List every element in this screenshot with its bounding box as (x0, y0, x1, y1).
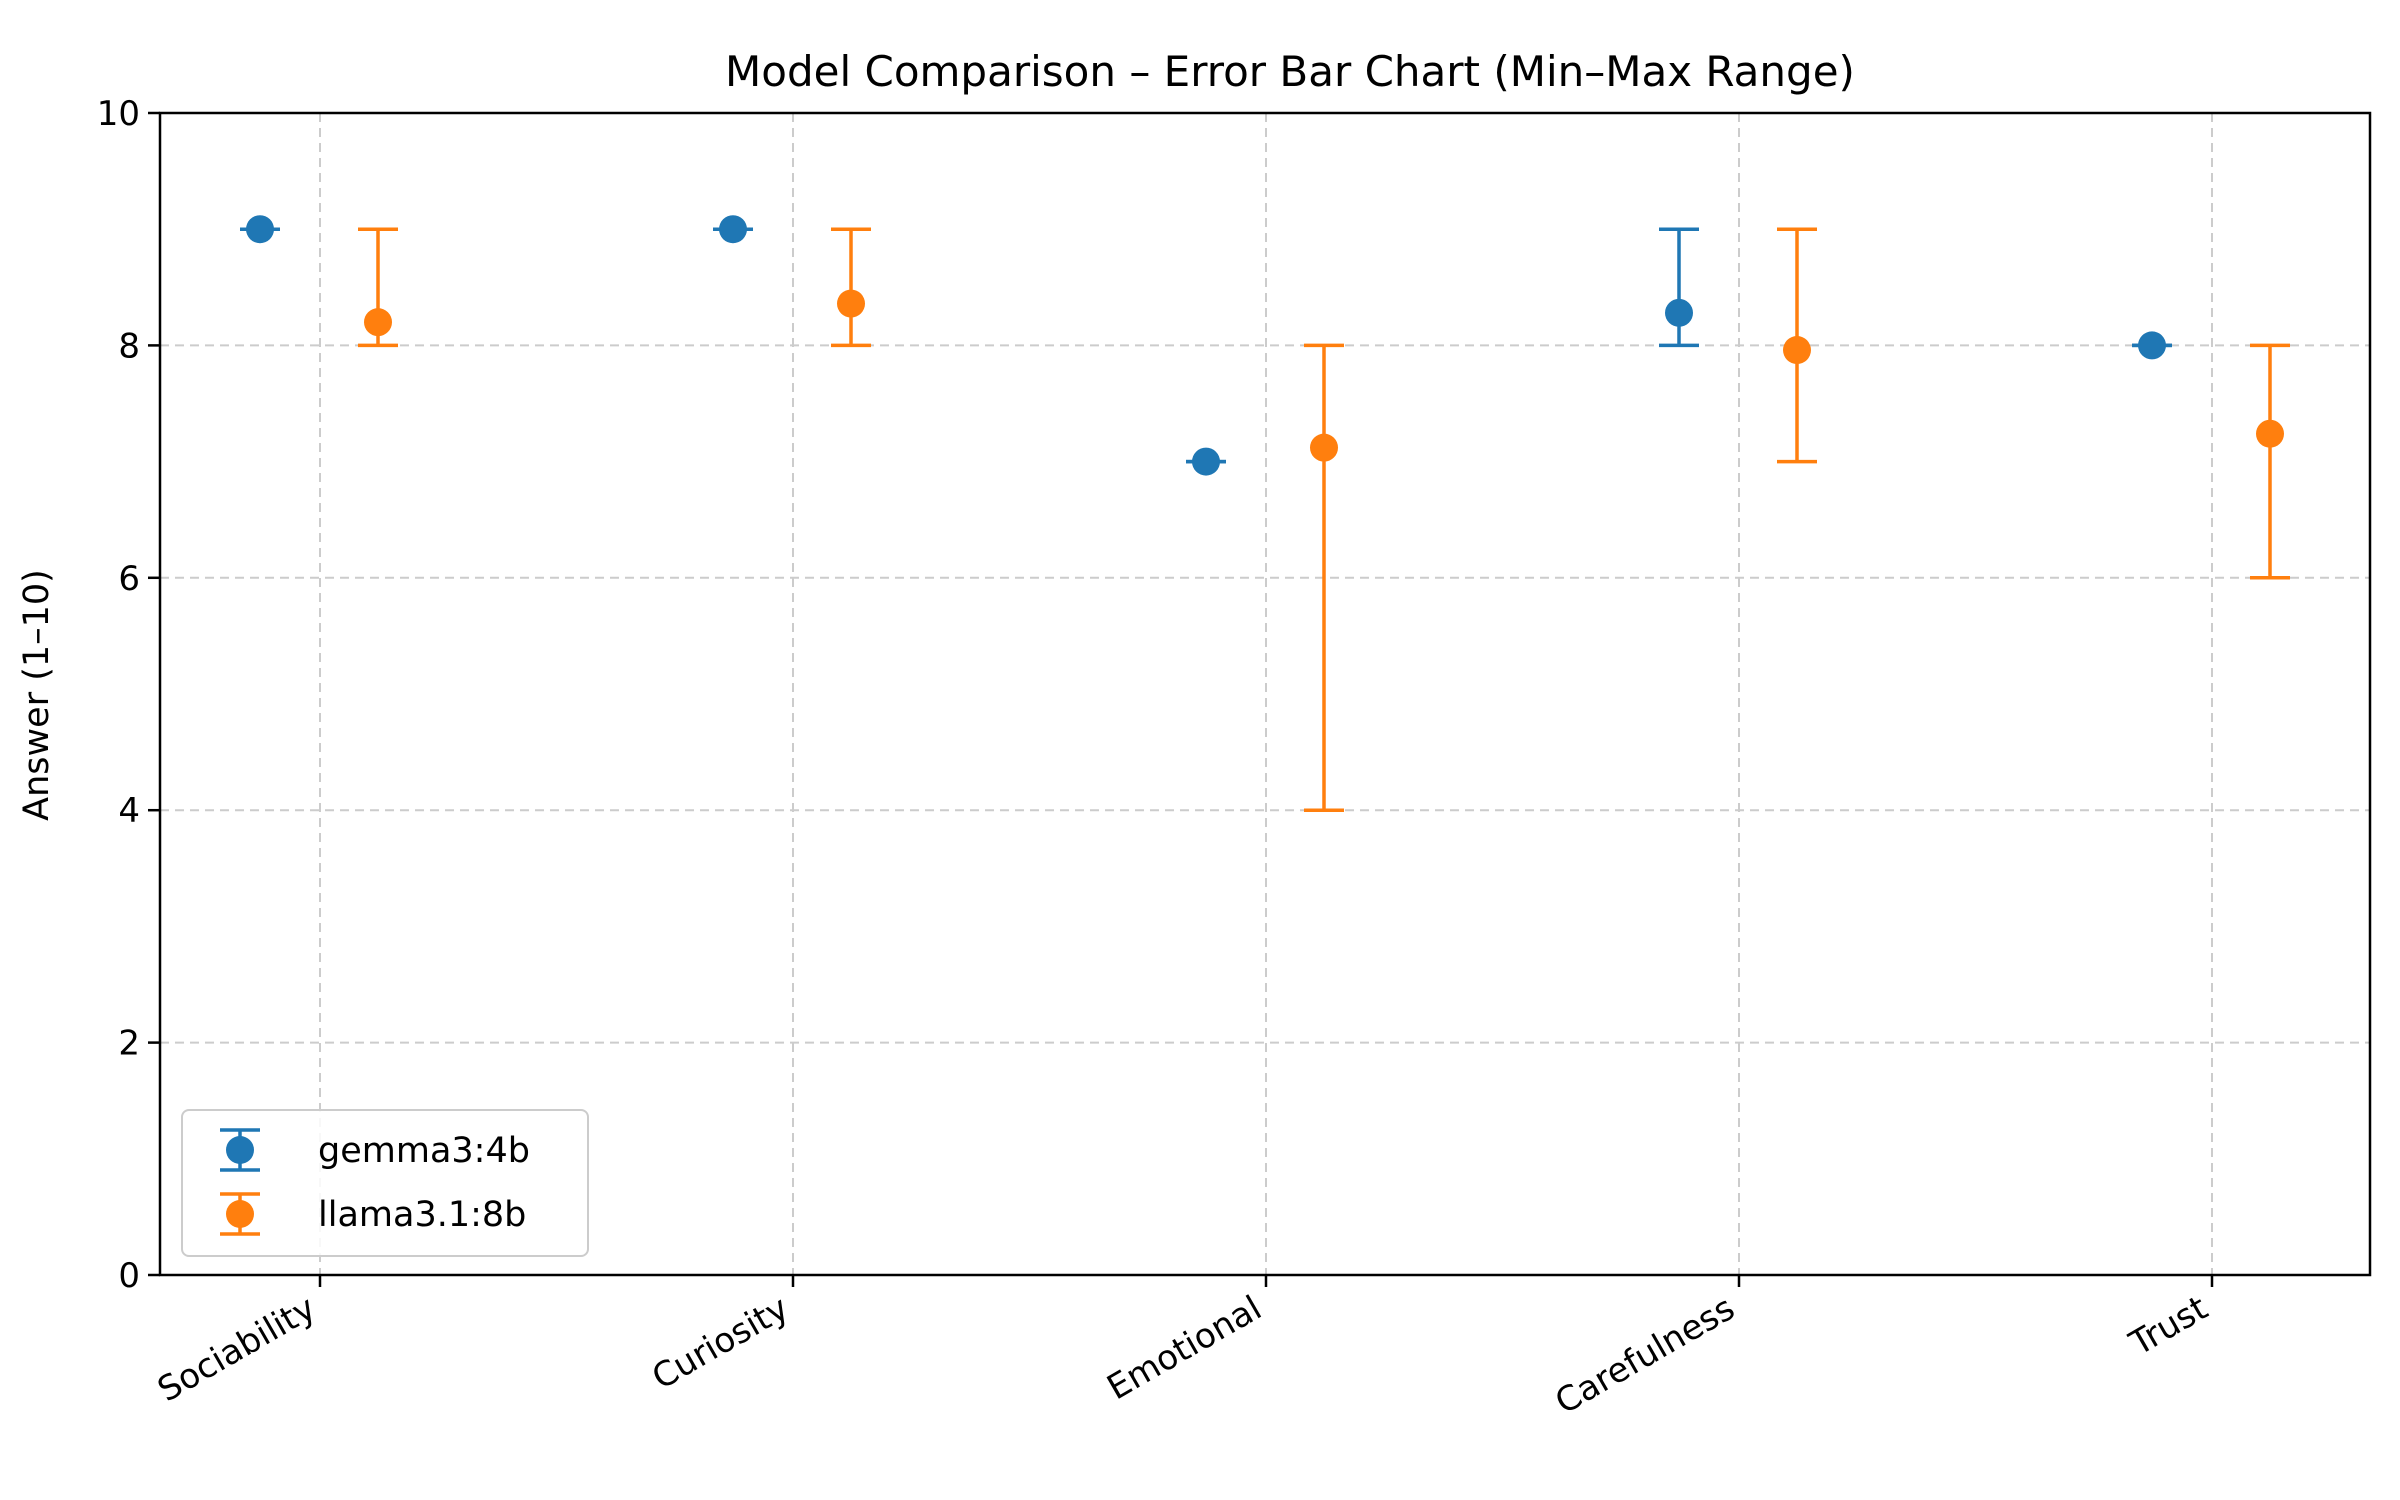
series-0 (240, 215, 2172, 476)
y-tick-label: 0 (118, 1256, 140, 1296)
data-point (1310, 433, 1338, 462)
legend-label: gemma3:4b (318, 1131, 530, 1171)
data-point (1665, 298, 1693, 327)
data-point (246, 215, 274, 244)
legend-item-1: llama3.1:8b (220, 1192, 526, 1236)
y-tick-label: 6 (118, 559, 140, 599)
data-point (2138, 331, 2166, 360)
series-1 (358, 227, 2290, 812)
data-point (1783, 336, 1811, 365)
data-point (2256, 419, 2284, 448)
x-tick-label: Sociability (151, 1288, 322, 1410)
data-point (837, 289, 865, 318)
plot-frame (158, 111, 2372, 1277)
legend-label: llama3.1:8b (318, 1195, 526, 1235)
y-tick-label: 4 (118, 791, 140, 831)
x-tick-label: Emotional (1101, 1288, 1269, 1408)
legend: gemma3:4b llama3.1:8b (181, 1109, 589, 1257)
y-tick-label: 2 (118, 1024, 140, 1064)
y-axis-label: Answer (1–10) (17, 569, 57, 821)
x-tick-label: Carefulness (1549, 1288, 1742, 1422)
legend-item-0: gemma3:4b (220, 1128, 530, 1172)
data-point (1192, 447, 1220, 476)
chart-title: Model Comparison – Error Bar Chart (Min–… (725, 47, 1855, 96)
legend-marker (226, 1200, 254, 1228)
legend-box (181, 1109, 589, 1257)
legend-marker (226, 1136, 254, 1164)
x-tick-label: Curiosity (645, 1288, 795, 1398)
data-marks (240, 215, 2290, 812)
y-tick-label: 8 (118, 326, 140, 366)
x-tick-label: Trust (2122, 1288, 2214, 1364)
data-point (364, 308, 392, 337)
data-point (719, 215, 747, 244)
grid-lines (160, 113, 2370, 1275)
y-tick-label: 10 (97, 94, 140, 134)
